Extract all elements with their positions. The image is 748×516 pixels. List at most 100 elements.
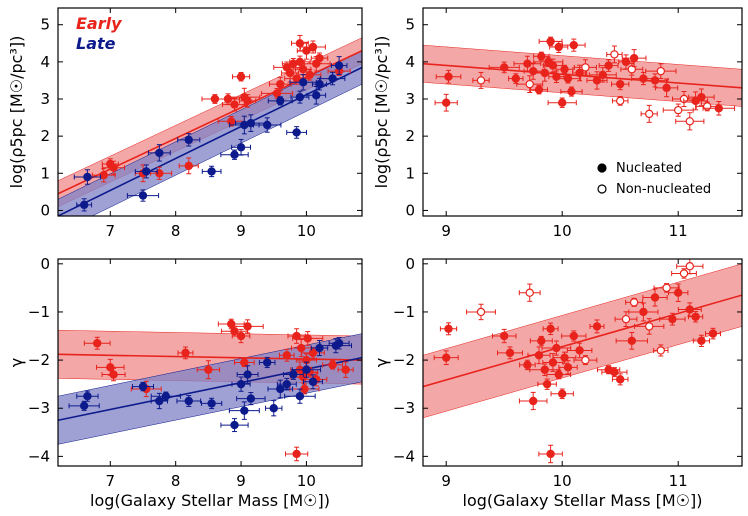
data-point — [598, 59, 619, 72]
data-point — [675, 112, 705, 131]
data-marker — [243, 322, 252, 331]
data-point — [532, 64, 558, 82]
data-point — [561, 38, 586, 52]
data-marker — [223, 94, 233, 104]
y-tick-label: −1 — [393, 303, 415, 321]
data-point — [688, 88, 715, 106]
data-marker — [552, 343, 561, 353]
data-marker — [334, 61, 344, 70]
data-point — [279, 348, 295, 362]
data-point — [642, 288, 668, 307]
data-point — [178, 157, 199, 175]
y-tick-label: 0 — [40, 201, 50, 219]
data-marker — [537, 52, 546, 61]
data-marker — [627, 336, 637, 346]
y-tick-label: 0 — [405, 255, 415, 273]
data-marker — [312, 91, 321, 100]
data-point — [676, 259, 704, 275]
data-point — [150, 392, 168, 410]
data-marker — [444, 72, 453, 81]
data-point — [529, 363, 561, 376]
data-marker — [534, 85, 544, 94]
data-point — [677, 302, 702, 317]
data-marker — [295, 39, 305, 48]
data-marker — [645, 322, 654, 331]
data-marker — [93, 339, 102, 348]
data-point — [228, 401, 260, 420]
data-point — [555, 64, 574, 74]
data-marker — [272, 89, 282, 98]
data-marker — [674, 288, 683, 297]
data-marker — [184, 161, 193, 171]
data-marker — [230, 100, 239, 109]
data-point — [233, 357, 255, 368]
x-tick-label: 10 — [297, 222, 316, 240]
plot-area — [423, 259, 742, 464]
data-marker — [184, 135, 193, 145]
data-marker — [328, 360, 337, 370]
data-point — [311, 77, 328, 91]
data-point — [508, 73, 524, 84]
data-point — [310, 340, 329, 357]
data-marker — [263, 358, 272, 367]
data-marker — [540, 365, 550, 374]
data-marker — [263, 120, 272, 130]
data-marker — [184, 396, 193, 406]
x-tick-label: 9 — [236, 222, 246, 240]
data-point — [300, 40, 326, 54]
x-tick-label: 10 — [297, 472, 316, 490]
y-tick-label: 2 — [40, 127, 50, 145]
data-marker — [598, 70, 608, 80]
data-point — [290, 90, 310, 104]
data-point — [310, 52, 329, 64]
data-marker — [534, 351, 544, 360]
data-point — [547, 97, 577, 108]
data-point — [601, 367, 628, 378]
data-marker — [500, 63, 509, 72]
data-marker — [616, 79, 625, 89]
plot-area — [423, 36, 742, 131]
data-marker — [289, 370, 298, 379]
data-point — [589, 319, 605, 334]
data-marker — [444, 324, 453, 334]
data-point — [282, 369, 304, 380]
data-marker — [697, 336, 706, 346]
data-point — [466, 303, 496, 321]
data-marker — [295, 391, 305, 401]
data-marker — [315, 53, 324, 63]
data-point — [328, 337, 350, 350]
x-tick-label: 8 — [171, 472, 181, 490]
data-marker — [610, 50, 619, 59]
legend: Nucleated Non-nucleated — [597, 161, 711, 197]
data-point — [296, 41, 317, 60]
y-axis-label: γ — [7, 358, 26, 367]
legend-marker-open — [597, 184, 607, 194]
data-marker — [138, 191, 148, 200]
data-point — [628, 302, 659, 322]
data-marker — [99, 170, 108, 180]
data-marker — [308, 348, 318, 358]
data-marker — [476, 307, 486, 317]
data-marker — [109, 163, 118, 172]
data-point — [276, 377, 297, 391]
data-point — [518, 283, 541, 302]
x-tick-label: 10 — [553, 472, 572, 490]
data-marker — [529, 396, 538, 406]
data-point — [560, 86, 583, 97]
data-point — [231, 319, 264, 334]
data-point — [291, 361, 322, 378]
x-axis-label: log(Galaxy Stellar Mass [M☉]) — [90, 491, 330, 510]
data-point — [541, 340, 572, 356]
data-marker — [662, 283, 671, 293]
data-marker — [269, 404, 278, 413]
data-marker — [204, 365, 213, 374]
data-marker — [592, 322, 602, 331]
data-marker — [656, 346, 666, 355]
data-point — [196, 360, 221, 380]
data-marker — [569, 40, 579, 50]
data-marker — [181, 348, 190, 358]
data-point — [625, 297, 644, 307]
data-marker — [83, 391, 92, 401]
y-tick-label: 5 — [40, 16, 50, 34]
data-marker — [540, 68, 550, 78]
